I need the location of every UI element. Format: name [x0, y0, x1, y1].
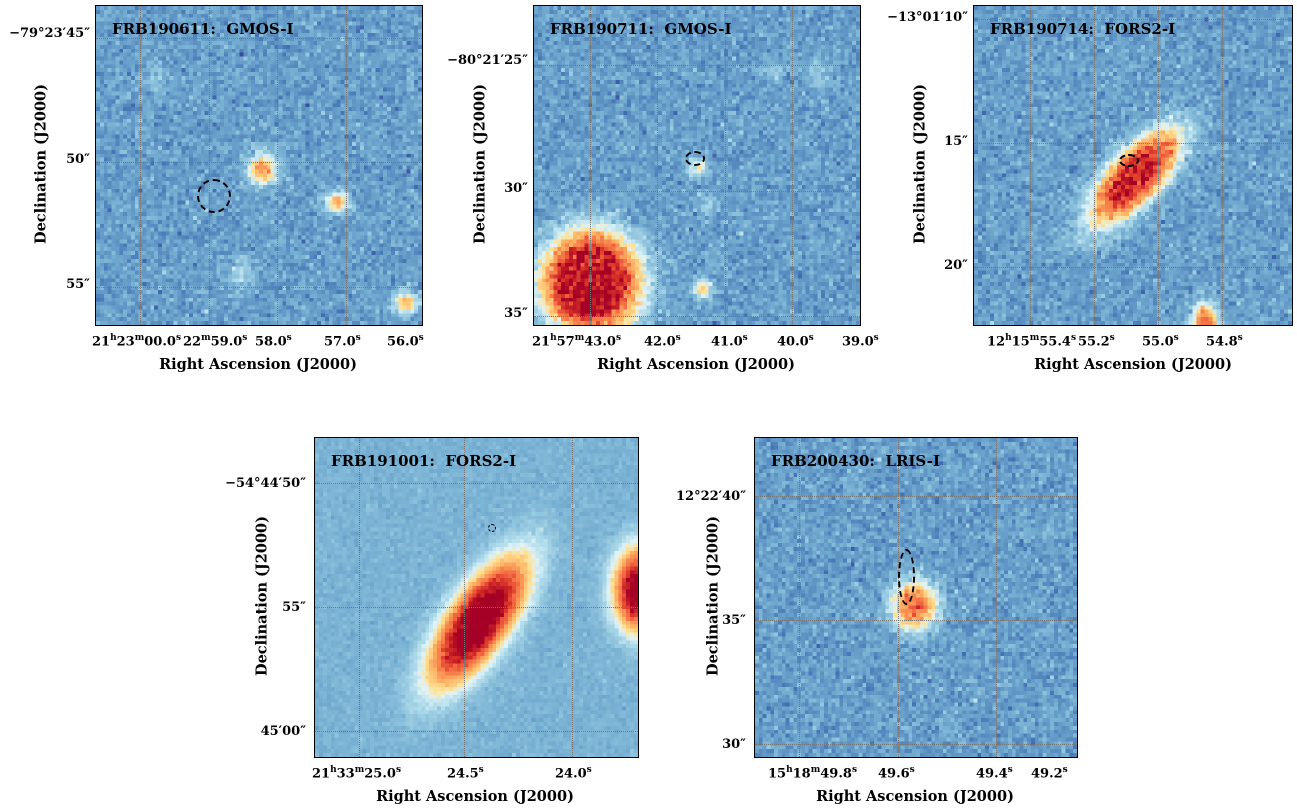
x-axis-label: Right Ascension (J2000)	[597, 356, 795, 373]
grid-line	[96, 38, 422, 39]
grid-line	[1030, 6, 1031, 325]
frb-localization-ellipse	[685, 151, 705, 166]
x-tick-label: 55.2s	[1078, 333, 1115, 350]
grid-line	[534, 191, 860, 192]
y-tick-label: 50″	[66, 152, 90, 167]
y-tick-label: 55″	[282, 600, 306, 615]
y-axis-label: Declination (J2000)	[911, 84, 929, 244]
x-tick-label: 15h18m49.8s	[768, 765, 858, 782]
y-tick-label: 12°22′40″	[675, 489, 746, 504]
image-panel-frb190714: FRB190714: FORS2-I	[973, 5, 1293, 326]
y-tick-label: −80°21′25″	[447, 53, 528, 68]
x-tick-label: 41.0s	[711, 333, 748, 350]
image-panel-frb190611: FRB190611: GMOS-I	[95, 5, 423, 326]
y-axis-label: Declination (J2000)	[32, 84, 50, 244]
grid-line	[974, 19, 1292, 20]
grid-line	[96, 287, 422, 288]
x-tick-label: 49.2s	[1031, 765, 1068, 782]
grid-line	[359, 438, 360, 757]
frb-localization-ellipse	[197, 179, 231, 213]
grid-line	[572, 438, 573, 757]
y-tick-label: 30″	[722, 737, 746, 752]
y-tick-label: −79°23′45″	[9, 26, 90, 41]
y-tick-label: −54°44′50″	[225, 476, 306, 491]
x-tick-label: 56.0s	[387, 333, 424, 350]
y-axis-label: Declination (J2000)	[704, 516, 722, 676]
x-tick-label: 54.8s	[1206, 333, 1243, 350]
x-tick-label: 49.4s	[976, 765, 1013, 782]
frb-localization-ellipse	[1119, 154, 1139, 167]
y-tick-label: 35″	[504, 306, 528, 321]
y-tick-label: 20″	[944, 258, 968, 273]
grid-line	[534, 316, 860, 317]
x-tick-label: 39.0s	[842, 333, 879, 350]
grid-line	[277, 6, 278, 325]
grid-line	[898, 438, 899, 757]
x-tick-label: 57.0s	[324, 333, 361, 350]
image-panel-frb191001: FRB191001: FORS2-I	[314, 437, 639, 758]
panel-title: FRB190714: FORS2-I	[990, 20, 1176, 38]
grid-line	[725, 6, 726, 325]
y-tick-label: 55″	[66, 277, 90, 292]
y-tick-label: 35″	[722, 613, 746, 628]
grid-line	[974, 143, 1292, 144]
grid-line	[996, 438, 997, 757]
frb-localization-ellipse	[488, 524, 496, 532]
x-tick-label: 24.5s	[447, 765, 484, 782]
grid-line	[799, 438, 800, 757]
image-panel-canvas	[96, 6, 422, 325]
grid-line	[1094, 6, 1095, 325]
panel-title: FRB190711: GMOS-I	[550, 20, 732, 38]
grid-line	[974, 267, 1292, 268]
grid-line	[534, 65, 860, 66]
image-panel-frb200430: FRB200430: LRIS-I	[754, 437, 1078, 758]
panel-title: FRB190611: GMOS-I	[112, 20, 294, 38]
x-tick-label: 21h33m25.0s	[312, 765, 402, 782]
x-tick-label: 21h23m00.0s	[92, 333, 182, 350]
x-tick-label: 49.6s	[878, 765, 915, 782]
grid-line	[755, 744, 1077, 745]
image-panel-canvas	[315, 438, 638, 757]
grid-line	[1222, 6, 1223, 325]
x-tick-label: 40.0s	[777, 333, 814, 350]
x-axis-label: Right Ascension (J2000)	[376, 788, 574, 805]
y-tick-label: 15″	[944, 134, 968, 149]
grid-line	[657, 6, 658, 325]
grid-line	[755, 496, 1077, 497]
grid-line	[1158, 6, 1159, 325]
panel-title: FRB191001: FORS2-I	[331, 452, 517, 470]
y-tick-label: 45′00″	[260, 724, 306, 739]
x-tick-label: 12h15m55.4s	[987, 333, 1077, 350]
y-tick-label: 30″	[504, 181, 528, 196]
x-axis-label: Right Ascension (J2000)	[816, 788, 1014, 805]
grid-line	[96, 162, 422, 163]
x-tick-label: 58.0s	[255, 333, 292, 350]
grid-line	[209, 6, 210, 325]
x-tick-label: 24.0s	[555, 765, 592, 782]
x-tick-label: 22m59.0s	[183, 333, 248, 350]
image-panel-frb190711: FRB190711: GMOS-I	[533, 5, 861, 326]
x-axis-label: Right Ascension (J2000)	[159, 356, 357, 373]
x-axis-label: Right Ascension (J2000)	[1034, 356, 1232, 373]
image-panel-canvas	[755, 438, 1077, 757]
x-tick-label: 21h57m43.0s	[532, 333, 622, 350]
x-tick-label: 42.0s	[644, 333, 681, 350]
grid-line	[315, 731, 638, 732]
grid-line	[464, 438, 465, 757]
grid-line	[792, 6, 793, 325]
panel-title: FRB200430: LRIS-I	[771, 452, 941, 470]
grid-line	[315, 607, 638, 608]
grid-line	[755, 620, 1077, 621]
grid-line	[590, 6, 591, 325]
y-axis-label: Declination (J2000)	[471, 84, 489, 244]
y-axis-label: Declination (J2000)	[253, 516, 271, 676]
grid-line	[140, 6, 141, 325]
x-tick-label: 55.0s	[1142, 333, 1179, 350]
y-tick-label: −13°01′10″	[887, 10, 968, 25]
frb-localization-ellipse	[898, 549, 915, 605]
grid-line	[315, 483, 638, 484]
grid-line	[346, 6, 347, 325]
